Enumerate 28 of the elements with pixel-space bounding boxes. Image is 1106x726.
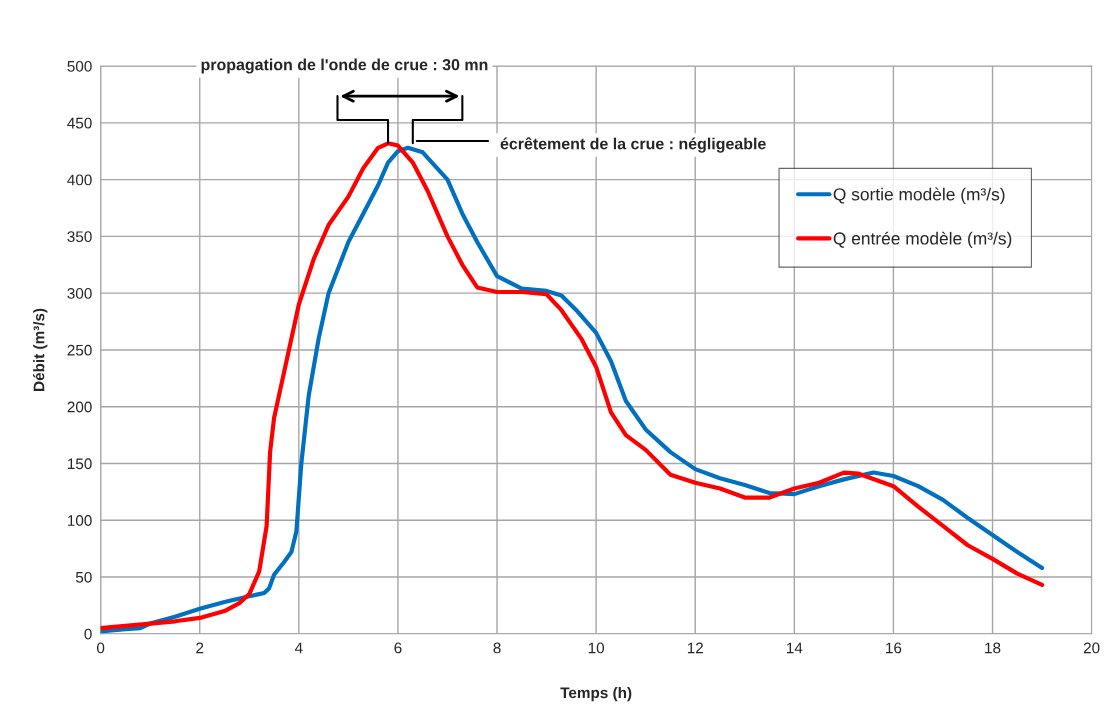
y-tick-label: 500 xyxy=(67,60,92,72)
annotation: écrêtement de la crue : négligeable xyxy=(500,137,766,153)
y-tick-label: 200 xyxy=(67,401,92,413)
x-tick-label: 20 xyxy=(1083,642,1100,654)
y-tick-label: 0 xyxy=(84,628,92,640)
y-tick-label: 400 xyxy=(67,174,92,186)
y-tick-label: 150 xyxy=(67,458,92,470)
y-tick-label: 50 xyxy=(75,571,92,583)
legend-label: Q entrée modèle (m³/s) xyxy=(833,231,1012,249)
x-tick-label: 14 xyxy=(787,642,803,654)
x-tick-label: 10 xyxy=(588,642,605,654)
y-tick-label: 350 xyxy=(67,231,92,243)
y-tick-label: 300 xyxy=(67,288,92,299)
x-tick-label: 12 xyxy=(687,642,703,654)
x-tick-label: 4 xyxy=(294,642,303,654)
y-tick-label: 100 xyxy=(67,515,92,526)
y-axis-title: Débit (m³/s) xyxy=(33,308,48,391)
x-tick-label: 2 xyxy=(196,642,204,654)
y-tick-label: 250 xyxy=(67,344,92,356)
x-tick-label: 8 xyxy=(493,642,501,654)
x-tick-label: 0 xyxy=(96,642,105,654)
x-tick-label: 6 xyxy=(394,642,402,654)
x-axis-title: Temps (h) xyxy=(560,686,632,702)
x-tick-label: 18 xyxy=(985,642,1001,654)
x-tick-label: 16 xyxy=(886,642,902,654)
y-tick-label: 450 xyxy=(67,117,92,129)
annotation: propagation de l'onde de crue : 30 mn xyxy=(201,58,488,74)
legend-label: Q sortie modèle (m³/s) xyxy=(833,187,1005,204)
